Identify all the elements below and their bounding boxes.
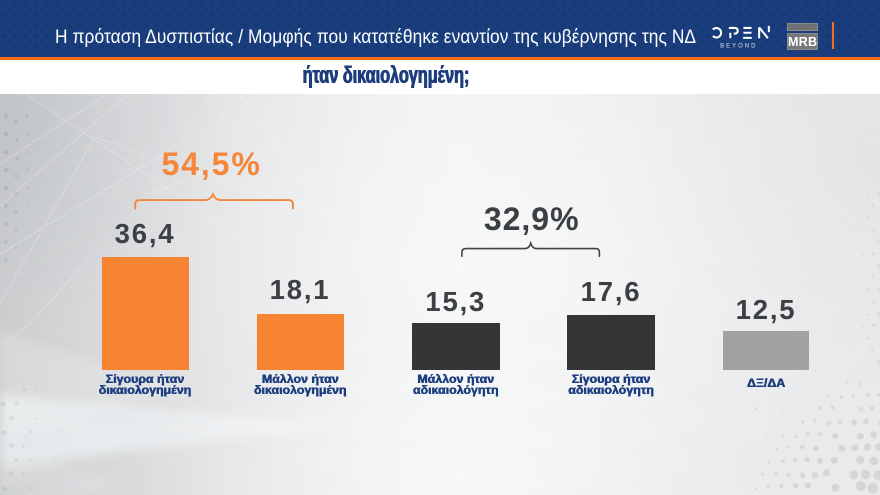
svg-text:BEYOND: BEYOND: [720, 43, 757, 49]
